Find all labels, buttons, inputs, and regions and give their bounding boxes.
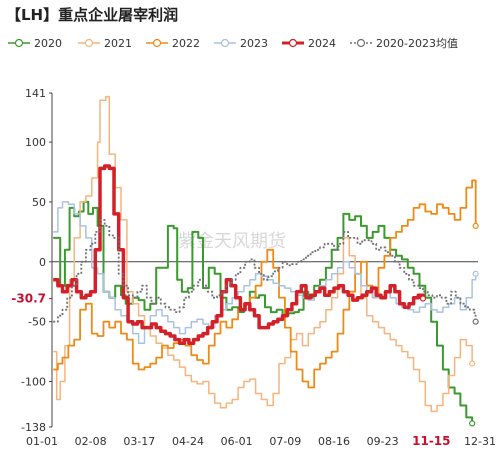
x-tick-label: 06-01: [221, 435, 253, 448]
y-tick-label: 0: [39, 256, 46, 269]
x-tick-label: 12-31: [464, 435, 496, 448]
legend-label-2: 2022: [172, 37, 200, 50]
legend-label-0: 2020: [34, 37, 62, 50]
legend-marker-5: [356, 38, 366, 48]
axes: [49, 92, 478, 428]
axis-labels: 141 100 50 0 -50 -100 -138 -30.7 01-01 02-08 03-17…: [11, 87, 496, 448]
series-end-marker-1: [469, 360, 476, 367]
series-line-2: [53, 179, 477, 389]
y-tick-label: -50: [28, 316, 46, 329]
legend-label-5: 2020-2023均值: [376, 37, 458, 50]
legend: 2020 2021 2022 2023 2024 2020-2023均值: [8, 37, 458, 50]
y-tick-label: 141: [25, 87, 46, 100]
legend-marker-0: [14, 38, 24, 48]
series-line-4: [53, 164, 425, 345]
x-tick-label: 09-23: [367, 435, 399, 448]
plot-area: [53, 95, 479, 427]
legend-marker-1: [84, 38, 94, 48]
y-tick-label: 100: [25, 136, 46, 149]
legend-label-3: 2023: [240, 37, 268, 50]
legend-marker-3: [220, 38, 230, 48]
y-tick-label: 50: [32, 196, 46, 209]
x-tick-label: 02-08: [75, 435, 107, 448]
series-end-marker-4: [419, 295, 427, 302]
series-line-1: [53, 95, 473, 413]
series-line-0: [53, 200, 474, 424]
legend-marker-4: [288, 38, 298, 48]
y-tick-label: -100: [21, 376, 46, 389]
y-tick-label: -138: [21, 421, 46, 434]
legend-label-4: 2024: [308, 37, 336, 50]
x-tick-label: 03-17: [123, 435, 155, 448]
series-end-marker-3: [472, 270, 479, 277]
x-tick-label: 08-16: [318, 435, 350, 448]
legend-marker-2: [152, 38, 162, 48]
highlight-value-label: -30.7: [11, 292, 46, 306]
x-tick-label: 01-01: [26, 435, 58, 448]
series-line-5: [53, 219, 477, 323]
chart-title: 【LH】重点企业屠宰利润: [6, 6, 178, 24]
series-end-marker-2: [472, 222, 479, 229]
x-tick-label: 07-09: [269, 435, 301, 448]
x-tick-label-highlight: 11-15: [412, 434, 450, 448]
legend-label-1: 2021: [104, 37, 132, 50]
x-tick-label: 04-24: [172, 435, 204, 448]
series-end-marker-0: [469, 420, 476, 427]
series-end-marker-5: [472, 318, 479, 325]
watermark: 紫金天风期货: [178, 231, 286, 252]
